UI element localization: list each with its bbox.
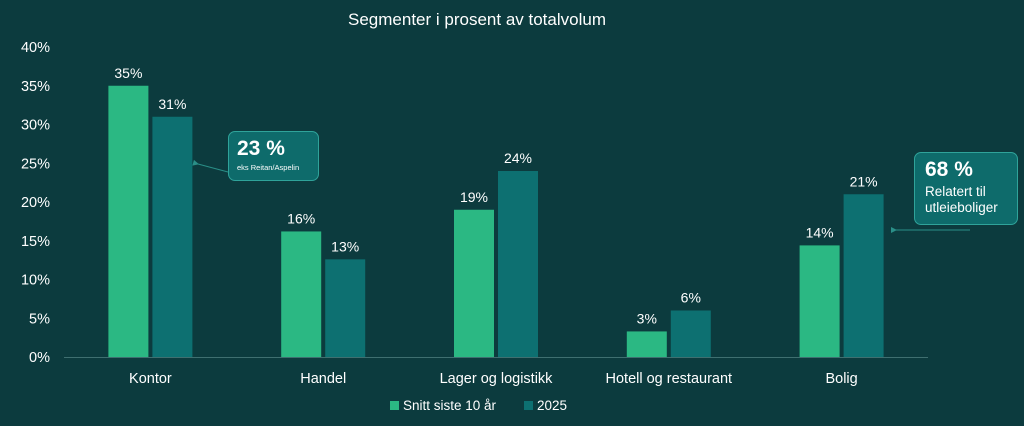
category-label: Lager og logistikk	[440, 371, 554, 387]
bar-2025	[325, 259, 366, 357]
category-label: Kontor	[129, 371, 172, 387]
y-tick-label: 40%	[21, 40, 50, 56]
data-label: 3%	[637, 310, 657, 326]
annotation-text: Relatert til utleieboliger	[925, 184, 998, 215]
bar-snitt	[108, 85, 149, 357]
y-tick-label: 35%	[21, 79, 50, 95]
data-label: 21%	[850, 173, 878, 189]
bar-2025	[498, 171, 538, 357]
annotation-text: eks Reitan/Aspelin	[237, 163, 300, 172]
bar-snitt	[281, 231, 322, 357]
y-tick-label: 10%	[21, 273, 50, 289]
annotation-value: 23 %	[237, 137, 285, 160]
legend-swatch-snitt	[390, 401, 399, 410]
y-tick-label: 5%	[29, 311, 50, 327]
y-tick-label: 25%	[21, 156, 50, 172]
annotation-callout-kontor: 23 % eks Reitan/Aspelin	[228, 131, 319, 181]
bar-2025	[152, 116, 193, 357]
y-tick-label: 15%	[21, 234, 50, 250]
data-label: 6%	[681, 290, 701, 306]
data-label: 14%	[806, 224, 834, 240]
category-label: Hotell og restaurant	[606, 371, 733, 387]
y-tick-label: 30%	[21, 118, 50, 134]
bar-snitt	[626, 331, 667, 357]
data-label: 13%	[331, 238, 359, 254]
data-label: 19%	[460, 189, 488, 205]
category-label: Handel	[300, 371, 346, 387]
y-tick-label: 20%	[21, 195, 50, 211]
data-label: 31%	[158, 96, 186, 112]
bar-snitt	[799, 245, 840, 357]
category-label: Bolig	[825, 371, 857, 387]
data-label: 16%	[287, 210, 315, 226]
bar-snitt	[454, 209, 494, 357]
bar-2025	[843, 194, 884, 357]
annotation-value: 68 %	[925, 158, 973, 181]
legend-swatch-2025	[524, 401, 533, 410]
legend-label-2025: 2025	[537, 398, 567, 413]
data-label: 35%	[114, 65, 142, 81]
legend-label-snitt: Snitt siste 10 år	[403, 398, 497, 413]
chart-title: Segmenter i prosent av totalvolum	[348, 10, 606, 29]
data-label: 24%	[504, 150, 532, 166]
annotation-callout-bolig: 68 % Relatert til utleieboliger	[914, 152, 1018, 225]
y-tick-label: 0%	[29, 350, 50, 366]
bar-2025	[670, 310, 711, 357]
annotation-arrow	[192, 159, 229, 173]
